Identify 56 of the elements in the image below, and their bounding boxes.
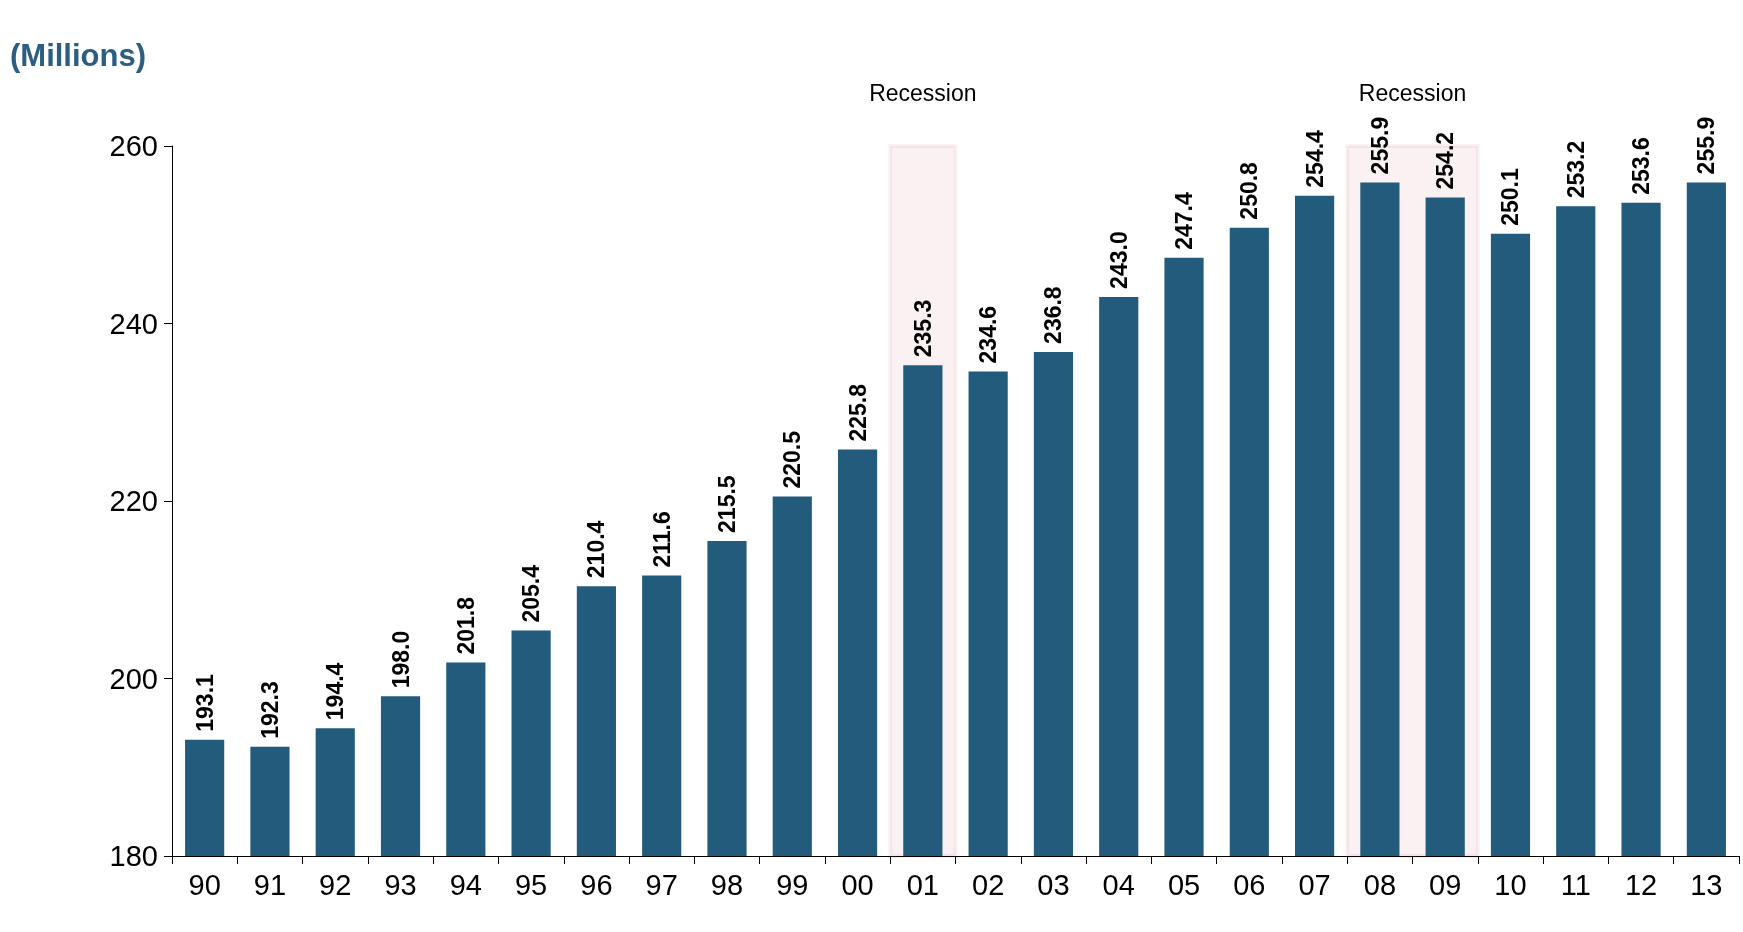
x-tick-label: 10	[1494, 868, 1527, 901]
x-tick-label: 90	[188, 868, 221, 901]
data-label: 205.4	[518, 564, 545, 623]
x-tick-label: 99	[776, 868, 809, 901]
data-label: 253.6	[1628, 137, 1655, 195]
data-label: 194.4	[322, 662, 349, 721]
x-tick-label: 00	[841, 868, 874, 901]
x-tick-label: 98	[710, 868, 744, 901]
x-tick-label: 03	[1037, 868, 1070, 901]
data-label: 247.4	[1171, 192, 1198, 250]
y-tick-label: 260	[109, 130, 158, 162]
x-tick-label: 93	[384, 868, 417, 901]
y-tick-label: 240	[109, 307, 158, 340]
x-tick-label: 91	[253, 868, 287, 901]
data-label: 235.3	[909, 299, 936, 358]
data-label: 250.8	[1236, 161, 1263, 220]
y-tick-label: 200	[109, 662, 158, 695]
x-tick-label: 12	[1624, 868, 1658, 901]
x-tick-label: 13	[1690, 868, 1723, 901]
data-label: 254.4	[1301, 129, 1328, 188]
data-label: 250.1	[1497, 168, 1524, 226]
data-label: 255.9	[1693, 116, 1720, 175]
y-tick-label: 220	[109, 485, 158, 517]
data-label: 255.9	[1366, 116, 1393, 175]
y-axis-title: (Millions)	[10, 38, 147, 73]
data-label: 211.6	[648, 511, 675, 568]
data-label: 253.2	[1562, 140, 1589, 199]
x-tick-label: 08	[1363, 868, 1397, 901]
x-tick-label: 02	[972, 868, 1005, 901]
data-label: 236.8	[1040, 286, 1067, 344]
x-tick-label: 11	[1560, 868, 1591, 901]
band-label: Recession	[869, 79, 977, 106]
data-label: 220.5	[779, 430, 806, 489]
x-tick-label: 94	[449, 868, 482, 901]
data-label: 193.1	[191, 673, 218, 732]
data-label: 198.0	[387, 630, 414, 689]
x-tick-label: 07	[1298, 868, 1331, 901]
data-label: 243.0	[1105, 231, 1132, 289]
data-label: 201.8	[452, 596, 479, 655]
x-tick-label: 09	[1429, 868, 1462, 901]
x-tick-label: 96	[580, 868, 613, 901]
data-label: 192.3	[256, 681, 283, 739]
x-tick-label: 04	[1102, 868, 1135, 901]
x-tick-label: 97	[645, 868, 678, 901]
x-tick-label: 95	[514, 868, 548, 901]
data-label: 215.5	[713, 475, 740, 533]
y-tick-label: 180	[109, 840, 158, 872]
band-label: Recession	[1358, 79, 1467, 106]
x-tick-label: 05	[1167, 868, 1201, 901]
data-label: 234.6	[975, 305, 1002, 364]
data-label: 254.2	[1432, 131, 1459, 190]
x-tick-label: 92	[319, 868, 352, 901]
x-tick-label: 01	[906, 868, 939, 901]
data-label: 210.4	[583, 520, 610, 579]
x-tick-label: 06	[1233, 868, 1266, 901]
data-label: 225.8	[844, 383, 871, 442]
